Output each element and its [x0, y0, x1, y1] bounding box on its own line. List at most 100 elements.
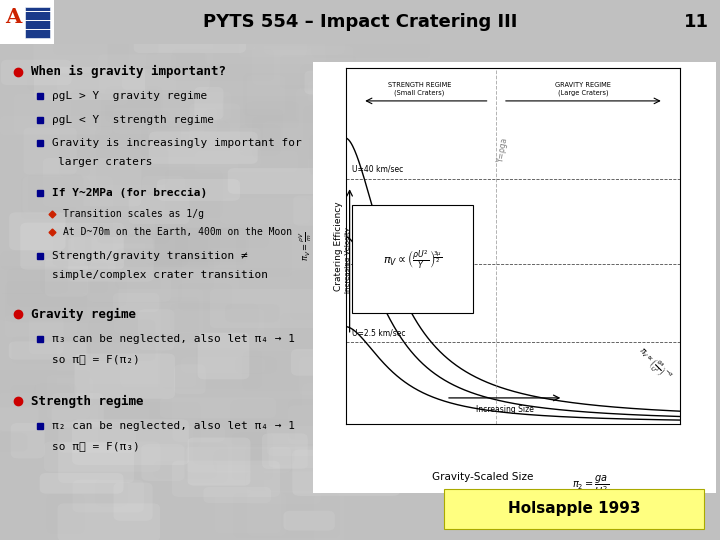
- FancyBboxPatch shape: [79, 447, 153, 476]
- FancyBboxPatch shape: [194, 420, 294, 464]
- FancyBboxPatch shape: [280, 56, 356, 89]
- FancyBboxPatch shape: [203, 487, 271, 503]
- FancyBboxPatch shape: [11, 385, 71, 406]
- FancyBboxPatch shape: [1, 59, 71, 85]
- FancyBboxPatch shape: [47, 494, 84, 534]
- FancyBboxPatch shape: [246, 472, 320, 504]
- FancyBboxPatch shape: [9, 341, 86, 360]
- Text: larger craters: larger craters: [58, 157, 152, 167]
- FancyBboxPatch shape: [75, 354, 175, 399]
- FancyBboxPatch shape: [126, 307, 176, 342]
- FancyBboxPatch shape: [194, 87, 223, 119]
- Text: Y=ρga: Y=ρga: [496, 136, 510, 163]
- FancyBboxPatch shape: [269, 404, 304, 429]
- FancyBboxPatch shape: [159, 92, 232, 120]
- Text: so πᴠ = F(π₃): so πᴠ = F(π₃): [52, 441, 140, 451]
- FancyBboxPatch shape: [36, 377, 94, 407]
- FancyBboxPatch shape: [280, 313, 339, 349]
- FancyBboxPatch shape: [161, 268, 239, 302]
- FancyBboxPatch shape: [27, 75, 78, 91]
- FancyBboxPatch shape: [141, 444, 184, 481]
- FancyBboxPatch shape: [305, 70, 399, 94]
- FancyBboxPatch shape: [197, 333, 249, 379]
- Text: If Y~2MPa (for breccia): If Y~2MPa (for breccia): [52, 188, 207, 198]
- FancyBboxPatch shape: [53, 229, 91, 266]
- FancyBboxPatch shape: [122, 69, 210, 90]
- FancyBboxPatch shape: [194, 151, 297, 173]
- FancyBboxPatch shape: [228, 168, 325, 194]
- Text: $\pi_V = \frac{\rho V}{m}$: $\pi_V = \frac{\rho V}{m}$: [297, 231, 314, 260]
- FancyBboxPatch shape: [4, 315, 78, 338]
- FancyBboxPatch shape: [252, 46, 354, 85]
- FancyBboxPatch shape: [145, 228, 246, 265]
- FancyBboxPatch shape: [207, 231, 310, 269]
- FancyBboxPatch shape: [114, 483, 153, 521]
- Text: ρgL > Y  gravity regime: ρgL > Y gravity regime: [52, 91, 207, 102]
- FancyBboxPatch shape: [84, 225, 187, 267]
- FancyBboxPatch shape: [233, 493, 340, 538]
- FancyBboxPatch shape: [0, 116, 112, 136]
- FancyBboxPatch shape: [0, 293, 86, 320]
- Text: ρgL < Y  strength regime: ρgL < Y strength regime: [52, 114, 214, 125]
- FancyBboxPatch shape: [89, 320, 156, 361]
- FancyBboxPatch shape: [161, 350, 262, 388]
- FancyBboxPatch shape: [187, 437, 251, 485]
- FancyBboxPatch shape: [146, 53, 207, 74]
- Text: Strength/gravity transition ≠: Strength/gravity transition ≠: [52, 252, 248, 261]
- FancyBboxPatch shape: [21, 177, 89, 219]
- FancyBboxPatch shape: [296, 88, 355, 122]
- FancyBboxPatch shape: [140, 401, 230, 426]
- Text: 11: 11: [684, 13, 709, 31]
- FancyBboxPatch shape: [293, 195, 399, 226]
- FancyBboxPatch shape: [179, 15, 274, 50]
- FancyBboxPatch shape: [40, 473, 123, 494]
- FancyBboxPatch shape: [113, 293, 159, 312]
- FancyBboxPatch shape: [45, 258, 88, 296]
- Text: $\pi_V \propto \left(\frac{ga}{U^2}\right)^{-\alpha}$: $\pi_V \propto \left(\frac{ga}{U^2}\righ…: [633, 343, 675, 386]
- Text: PYTS 554 – Impact Cratering III: PYTS 554 – Impact Cratering III: [203, 13, 517, 31]
- FancyBboxPatch shape: [176, 228, 248, 261]
- Text: Transition scales as 1/g: Transition scales as 1/g: [63, 209, 204, 219]
- FancyBboxPatch shape: [314, 494, 344, 540]
- FancyBboxPatch shape: [34, 66, 145, 100]
- FancyBboxPatch shape: [32, 238, 125, 253]
- FancyBboxPatch shape: [312, 285, 433, 314]
- FancyBboxPatch shape: [312, 170, 431, 189]
- FancyBboxPatch shape: [246, 445, 368, 490]
- FancyBboxPatch shape: [46, 375, 90, 420]
- FancyBboxPatch shape: [73, 480, 144, 512]
- FancyBboxPatch shape: [243, 352, 336, 391]
- FancyBboxPatch shape: [11, 423, 45, 458]
- Text: Increasing Velocity: Increasing Velocity: [345, 228, 351, 293]
- FancyBboxPatch shape: [28, 174, 83, 212]
- FancyBboxPatch shape: [444, 489, 704, 529]
- FancyBboxPatch shape: [90, 255, 181, 303]
- FancyBboxPatch shape: [112, 344, 176, 383]
- FancyBboxPatch shape: [264, 454, 386, 492]
- FancyBboxPatch shape: [58, 422, 136, 453]
- FancyBboxPatch shape: [0, 0, 54, 44]
- FancyBboxPatch shape: [0, 267, 68, 293]
- FancyBboxPatch shape: [138, 309, 174, 350]
- FancyBboxPatch shape: [53, 14, 159, 55]
- FancyBboxPatch shape: [284, 511, 335, 531]
- FancyBboxPatch shape: [2, 308, 115, 346]
- Text: Holsapple 1993: Holsapple 1993: [508, 501, 641, 516]
- FancyBboxPatch shape: [267, 426, 335, 456]
- FancyBboxPatch shape: [6, 281, 118, 322]
- FancyBboxPatch shape: [352, 205, 473, 313]
- FancyBboxPatch shape: [58, 503, 160, 540]
- FancyBboxPatch shape: [120, 342, 197, 387]
- FancyBboxPatch shape: [236, 231, 292, 277]
- FancyBboxPatch shape: [157, 179, 240, 201]
- FancyBboxPatch shape: [220, 198, 310, 224]
- Text: GRAVITY REGIME
(Large Craters): GRAVITY REGIME (Large Craters): [555, 82, 611, 96]
- Text: π₂ can be neglected, also let π₄ → 1: π₂ can be neglected, also let π₄ → 1: [52, 421, 295, 431]
- FancyBboxPatch shape: [14, 93, 102, 134]
- FancyBboxPatch shape: [20, 222, 124, 269]
- FancyBboxPatch shape: [68, 237, 153, 282]
- FancyBboxPatch shape: [98, 53, 176, 94]
- Text: Increasing Size: Increasing Size: [476, 404, 534, 414]
- Text: Gravity-Scaled Size: Gravity-Scaled Size: [432, 471, 534, 482]
- FancyBboxPatch shape: [284, 139, 338, 167]
